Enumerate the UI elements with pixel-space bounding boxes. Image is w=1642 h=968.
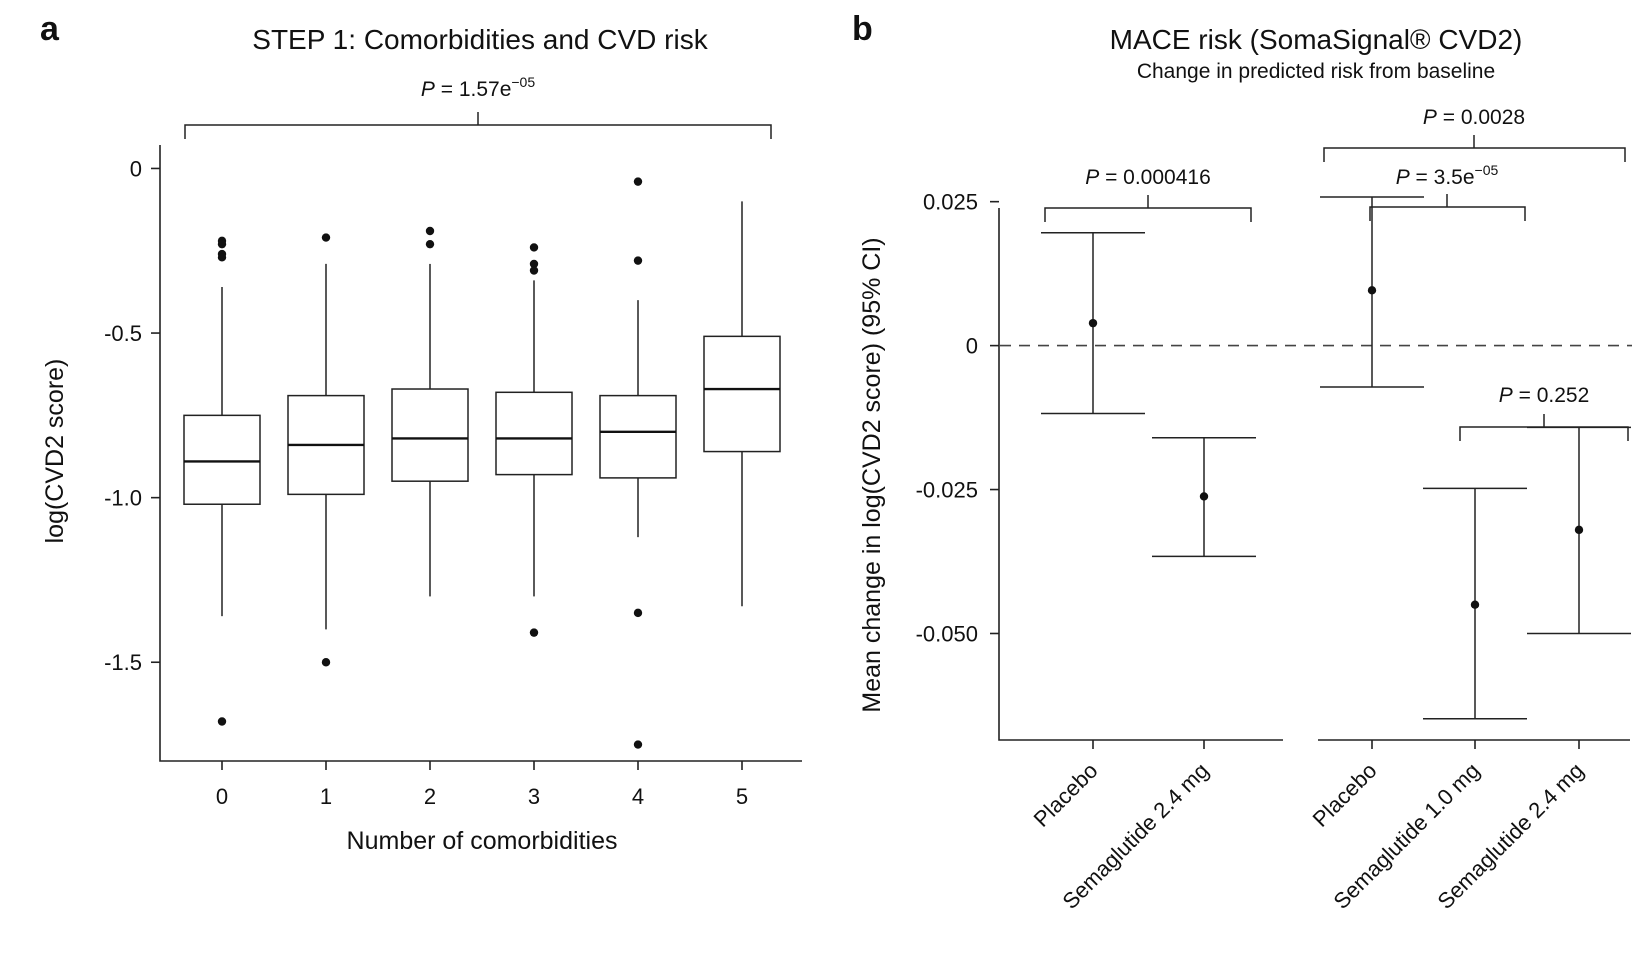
x-tick-label: Placebo (1029, 758, 1103, 832)
pvalue-equals: = 0.000416 (1099, 166, 1211, 189)
panel-a-y-ticks: 0 -0.5 -1.0 -1.5 (104, 156, 160, 675)
x-tick-label: 3 (528, 784, 540, 809)
y-tick-label: -1.0 (104, 486, 142, 511)
pvalue-equals: = 0.252 (1513, 384, 1589, 407)
outlier-point (633, 608, 643, 618)
outlier-point (217, 239, 227, 249)
bracket-placebo-vs-sema24-left (1044, 207, 1252, 222)
outlier-point (529, 266, 539, 275)
pvalue-prefix: P (1499, 384, 1513, 407)
y-tick-label: -0.050 (916, 621, 978, 646)
y-tick-label: 0 (966, 334, 978, 359)
panel-b-letter: b (852, 10, 873, 48)
mean-point (1470, 600, 1480, 609)
x-tick-label: Placebo (1308, 758, 1382, 832)
pvalue-equals: = 3.5e (1410, 166, 1475, 189)
pvalue-comparison-2: P = 0.0028 (1423, 106, 1525, 129)
pvalue-prefix: P (1085, 166, 1099, 189)
panel-b-y-ticks: 0.025 0 -0.025 -0.050 (916, 190, 999, 646)
outlier-point (321, 658, 331, 667)
iqr-box (703, 335, 781, 453)
box-comorbidities-0 (183, 236, 261, 726)
outlier-point (633, 177, 643, 186)
outlier-point (529, 259, 539, 269)
x-tick-label: 1 (320, 784, 332, 809)
panel-b-points (1041, 196, 1631, 720)
outlier-point (529, 243, 539, 252)
box-comorbidities-2 (391, 226, 469, 597)
errorbar-trial-a-semaglutide-2-4-mg (1152, 436, 1256, 558)
panel-a-boxplot: a STEP 1: Comorbidities and CVD risk P =… (40, 10, 802, 855)
y-tick-label: -0.025 (916, 478, 978, 503)
outlier-point (321, 233, 331, 242)
x-tick-label: 0 (216, 784, 228, 809)
pvalue-exponent: −05 (1475, 162, 1499, 178)
y-tick-label: -0.5 (104, 321, 142, 346)
pvalue-equals: = 0.0028 (1437, 106, 1525, 129)
outlier-point (633, 740, 643, 749)
mean-point (1574, 525, 1584, 535)
box-comorbidities-5 (703, 201, 781, 607)
pvalue-comparison-3: P = 3.5e−05 (1396, 162, 1499, 189)
errorbar-trial-a-placebo (1041, 232, 1145, 415)
outlier-point (633, 256, 643, 265)
panel-a-x-ticks: 0 1 2 3 4 5 (216, 761, 748, 809)
y-tick-label: -1.5 (104, 650, 142, 675)
errorbar-trial-b-semaglutide-1-0-mg (1423, 487, 1527, 720)
pvalue-comparison-1: P = 0.000416 (1085, 166, 1211, 189)
outlier-point (217, 253, 227, 262)
box-comorbidities-1 (287, 233, 365, 667)
panel-b-title: MACE risk (SomaSignal® CVD2) (1110, 24, 1523, 55)
mean-point (1088, 318, 1098, 328)
errorbar-trial-b-placebo (1320, 196, 1424, 388)
y-tick-label: 0.025 (923, 190, 978, 215)
bracket-placebo-vs-sema10 (1369, 206, 1526, 221)
x-tick-label: 4 (632, 784, 644, 809)
errorbar-trial-b-semaglutide-2-4-mg (1527, 426, 1631, 635)
box-comorbidities-4 (599, 177, 677, 749)
outlier-point (529, 628, 539, 637)
outlier-point (217, 717, 227, 726)
panel-b-errorbars: b MACE risk (SomaSignal® CVD2) Change in… (852, 10, 1632, 914)
mean-point (1199, 492, 1209, 501)
panel-a-y-axis-label: log(CVD2 score) (41, 359, 69, 544)
iqr-box (599, 394, 677, 479)
iqr-box (183, 414, 261, 505)
panel-a-x-axis-label: Number of comorbidities (347, 827, 618, 855)
panel-a-axes (159, 145, 802, 762)
panel-a-title: STEP 1: Comorbidities and CVD risk (252, 24, 708, 55)
panel-a-pvalue-label: P = 1.57e−05 (421, 74, 535, 101)
outlier-point (425, 226, 435, 236)
iqr-box (495, 391, 573, 476)
panel-b-y-axis-label: Mean change in log(CVD2 score) (95% CI) (858, 237, 886, 712)
x-tick-label: 5 (736, 784, 748, 809)
bracket-placebo-vs-sema24-right (1323, 147, 1626, 162)
bracket-sema10-vs-sema24 (1459, 426, 1629, 441)
panel-b-subtitle: Change in predicted risk from baseline (1137, 60, 1495, 83)
panel-a-boxes (183, 177, 781, 749)
pvalue-prefix: P (421, 78, 435, 101)
panel-b-axes-left (998, 208, 1283, 741)
y-tick-label: 0 (130, 156, 142, 181)
outlier-point (425, 239, 435, 249)
pvalue-equals: = 1.57e (435, 78, 511, 101)
pvalue-prefix: P (1423, 106, 1437, 129)
mean-point (1367, 286, 1377, 295)
box-comorbidities-3 (495, 243, 573, 637)
pvalue-prefix: P (1396, 166, 1410, 189)
pvalue-comparison-4: P = 0.252 (1499, 384, 1590, 407)
iqr-box (391, 388, 469, 482)
panel-a-letter: a (40, 10, 60, 48)
panel-a-pvalue-bracket (184, 124, 772, 139)
x-tick-label: 2 (424, 784, 436, 809)
pvalue-exponent: −05 (511, 74, 535, 90)
